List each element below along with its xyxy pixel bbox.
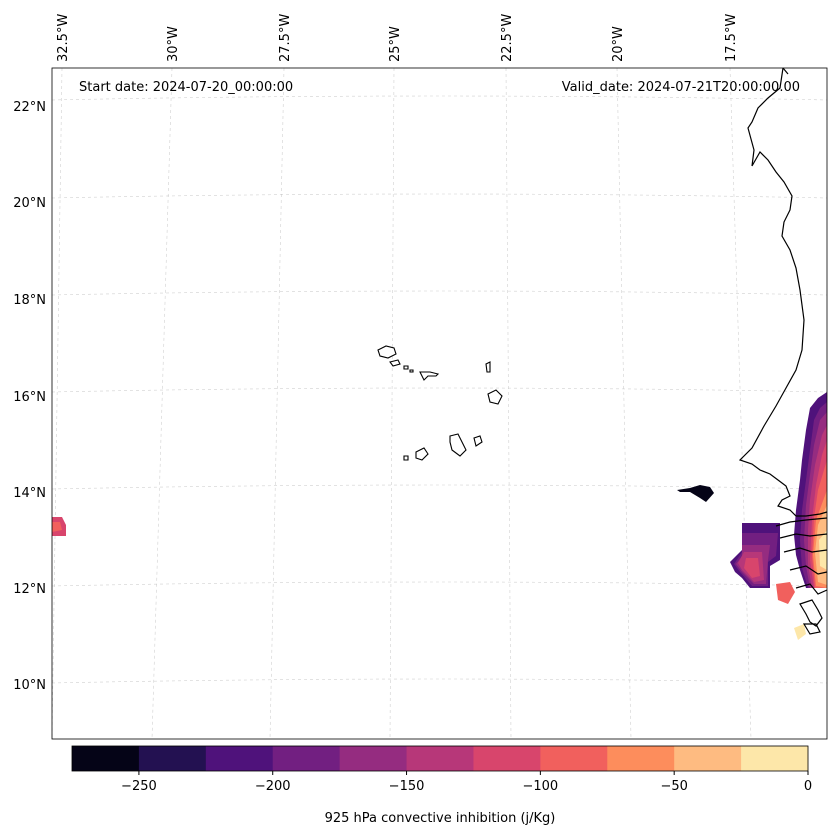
lat-label: 16°N: [13, 390, 46, 405]
island-fogo: [415, 447, 429, 461]
lat-label: 22°N: [13, 100, 46, 115]
colorbar: [72, 746, 809, 771]
lon-label: 17.5°W: [724, 14, 739, 62]
latitude-labels: 22°N 20°N 18°N 16°N 14°N 12°N 10°N: [13, 100, 46, 693]
colorbar-segment: [205, 746, 274, 771]
colorbar-segment: [406, 746, 474, 771]
longitude-labels: 32.5°W 30°W 27.5°W 25°W 22.5°W 20°W 17.5…: [56, 14, 739, 62]
colorbar-tick-label: −250: [121, 779, 157, 794]
lon-label: 27.5°W: [278, 14, 293, 62]
lat-label: 10°N: [13, 678, 46, 693]
valid-date-label: Valid_date: 2024-07-21T20:00:00.00: [562, 80, 800, 95]
latitude-gridlines: [51, 95, 828, 684]
island-sao-vicente: [389, 359, 401, 367]
coastline: [738, 67, 828, 635]
colorbar-segment: [72, 746, 140, 771]
colorbar-segment: [540, 746, 608, 771]
colorbar-segment: [339, 746, 408, 771]
colorbar-frame: [71, 745, 809, 772]
colorbar-label: 925 hPa convective inhibition (j/Kg): [325, 811, 556, 826]
island-santiago: [449, 433, 467, 457]
colorbar-tick-label: −50: [660, 779, 687, 794]
cabo-verde-islands: [377, 345, 503, 461]
island-boa-vista: [487, 389, 503, 405]
island-maio: [473, 435, 483, 447]
cin-contours: [52, 392, 827, 640]
colorbar-segment: [674, 746, 742, 771]
island-sao-nicolau: [419, 371, 440, 381]
colorbar-segment: [272, 746, 341, 771]
map-border: [51, 67, 828, 740]
colorbar-tick-label: −150: [389, 779, 425, 794]
lat-label: 18°N: [13, 293, 46, 308]
start-date-label: Start date: 2024-07-20_00:00:00: [79, 80, 293, 95]
map-area: [52, 68, 827, 739]
cin-patch-dark: [677, 485, 714, 502]
island-sal: [485, 361, 491, 373]
colorbar-segment: [741, 746, 809, 771]
island-brava: [403, 455, 409, 461]
colorbar-tick-label: −200: [255, 779, 291, 794]
colorbar-segment: [473, 746, 541, 771]
lat-label: 12°N: [13, 582, 46, 597]
colorbar-ticks: −250 −200 −150 −100 −50 0: [121, 771, 812, 794]
colorbar-tick-label: 0: [804, 779, 812, 794]
colorbar-segment: [607, 746, 675, 771]
colorbar-tick-label: −100: [523, 779, 559, 794]
lon-label: 25°W: [388, 26, 403, 62]
longitude-gridlines: [51, 67, 752, 740]
lon-label: 20°W: [611, 26, 626, 62]
lat-label: 14°N: [13, 486, 46, 501]
lon-label: 22.5°W: [500, 14, 515, 62]
lon-label: 32.5°W: [56, 14, 71, 62]
colorbar-segment: [138, 746, 207, 771]
lat-label: 20°N: [13, 196, 46, 211]
island-santo-antao: [377, 345, 397, 359]
lon-label: 30°W: [166, 26, 181, 62]
